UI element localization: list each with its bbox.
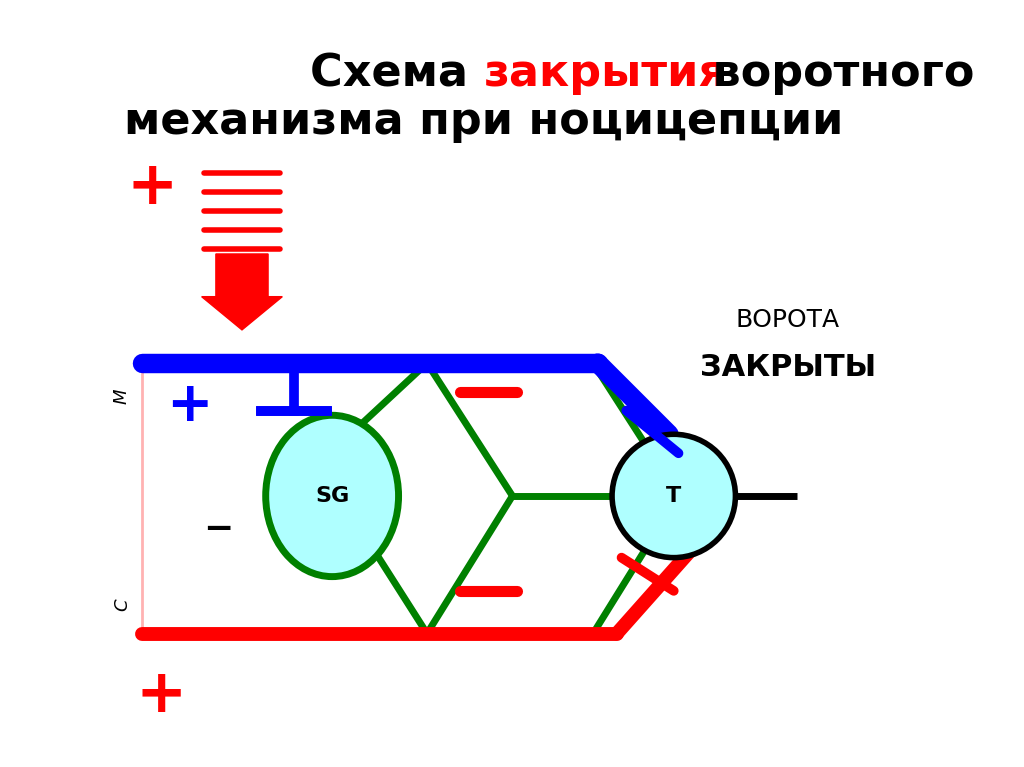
Text: +: + [126, 158, 177, 217]
Text: механизма при ноцицепции: механизма при ноцицепции [124, 100, 844, 143]
Text: Схема: Схема [310, 52, 484, 95]
Text: воротного: воротного [697, 52, 975, 95]
Text: C: C [113, 599, 131, 611]
FancyArrow shape [202, 254, 283, 330]
Text: +: + [167, 379, 213, 433]
Text: −: − [203, 512, 233, 546]
Text: +: + [136, 666, 187, 725]
Text: ЗАКРЫТЫ: ЗАКРЫТЫ [699, 354, 876, 382]
Text: T: T [667, 486, 681, 506]
Text: M: M [113, 389, 131, 404]
Circle shape [612, 434, 735, 558]
Text: закрытия: закрытия [484, 52, 728, 95]
Text: ВОРОТА: ВОРОТА [735, 308, 840, 332]
Text: SG: SG [315, 486, 349, 506]
Ellipse shape [265, 415, 398, 577]
